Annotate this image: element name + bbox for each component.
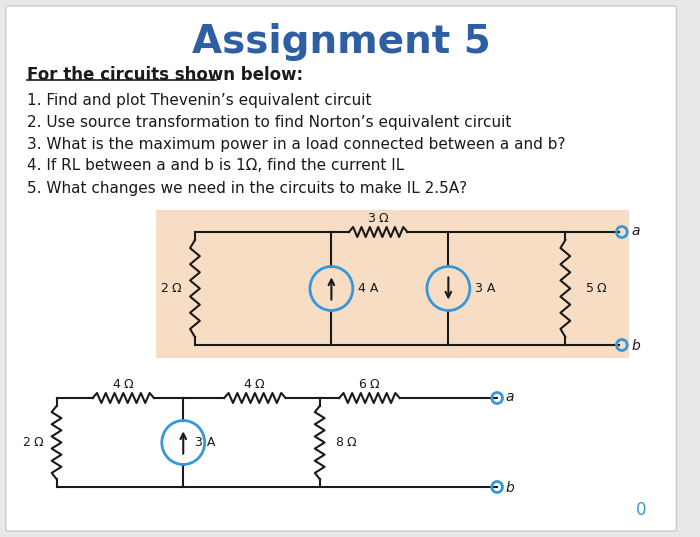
Text: 6 $\Omega$: 6 $\Omega$ bbox=[358, 379, 381, 391]
Text: 4 $\Omega$: 4 $\Omega$ bbox=[112, 379, 135, 391]
Text: Assignment 5: Assignment 5 bbox=[192, 23, 491, 61]
Text: For the circuits shown below:: For the circuits shown below: bbox=[27, 66, 303, 84]
Text: 2. Use source transformation to find Norton’s equivalent circuit: 2. Use source transformation to find Nor… bbox=[27, 114, 512, 129]
FancyBboxPatch shape bbox=[6, 6, 676, 531]
Text: 2 $\Omega$: 2 $\Omega$ bbox=[22, 436, 45, 449]
Text: 5 $\Omega$: 5 $\Omega$ bbox=[584, 282, 608, 295]
Text: a: a bbox=[631, 224, 640, 238]
Text: a: a bbox=[506, 390, 514, 404]
Text: 1. Find and plot Thevenin’s equivalent circuit: 1. Find and plot Thevenin’s equivalent c… bbox=[27, 92, 372, 107]
Text: 2 $\Omega$: 2 $\Omega$ bbox=[160, 282, 183, 295]
Text: 3 $\Omega$: 3 $\Omega$ bbox=[367, 213, 390, 226]
Text: 3. What is the maximum power in a load connected between a and b?: 3. What is the maximum power in a load c… bbox=[27, 136, 566, 151]
Text: 4 A: 4 A bbox=[358, 282, 378, 295]
Text: 0: 0 bbox=[636, 501, 647, 519]
Text: 5. What changes we need in the circuits to make IL 2.5A?: 5. What changes we need in the circuits … bbox=[27, 180, 468, 195]
Text: 8 $\Omega$: 8 $\Omega$ bbox=[335, 436, 358, 449]
Text: b: b bbox=[506, 481, 514, 495]
Text: 4 $\Omega$: 4 $\Omega$ bbox=[244, 379, 267, 391]
Text: 3 A: 3 A bbox=[195, 436, 216, 449]
Text: 3 A: 3 A bbox=[475, 282, 495, 295]
Text: 4. If RL between a and b is 1Ω, find the current IL: 4. If RL between a and b is 1Ω, find the… bbox=[27, 158, 405, 173]
Text: b: b bbox=[631, 339, 640, 353]
FancyBboxPatch shape bbox=[156, 210, 629, 358]
